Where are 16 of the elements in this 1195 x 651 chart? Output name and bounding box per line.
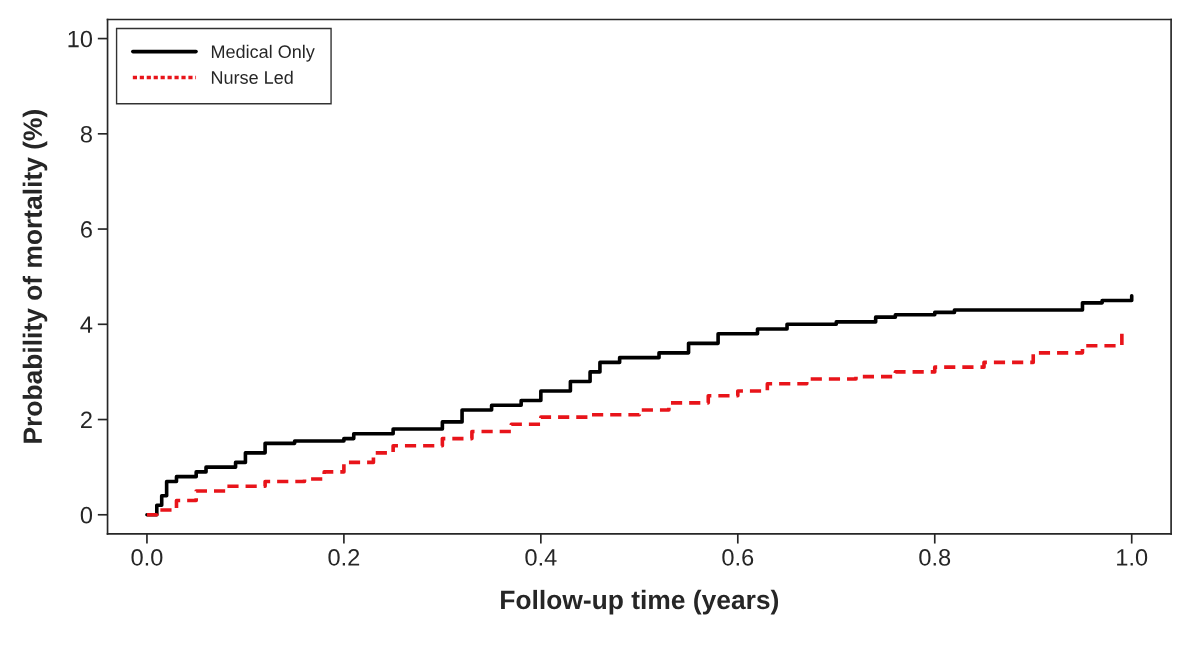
legend-label: Medical Only bbox=[211, 44, 315, 62]
y-tick-label: 4 bbox=[80, 316, 93, 333]
y-tick-label: 2 bbox=[81, 411, 92, 429]
y-axis-title: Probability of mortality (%) bbox=[22, 110, 48, 443]
x-tick-label: 0.6 bbox=[722, 549, 754, 566]
y-tick-label: 0 bbox=[80, 506, 93, 524]
x-axis-title: Follow-up time (years) bbox=[501, 589, 779, 615]
x-tick-label: 1.0 bbox=[1117, 549, 1148, 566]
x-tick-label: 0.4 bbox=[525, 549, 557, 566]
x-tick-label: 0.8 bbox=[919, 549, 951, 566]
y-tick-label: 10 bbox=[68, 30, 93, 48]
x-tick-label: 0.0 bbox=[131, 549, 163, 566]
legend-label: Nurse Led bbox=[211, 70, 293, 84]
y-tick-label: 6 bbox=[81, 221, 92, 238]
y-tick-label: 8 bbox=[80, 125, 92, 143]
x-tick-label: 0.2 bbox=[328, 549, 360, 566]
